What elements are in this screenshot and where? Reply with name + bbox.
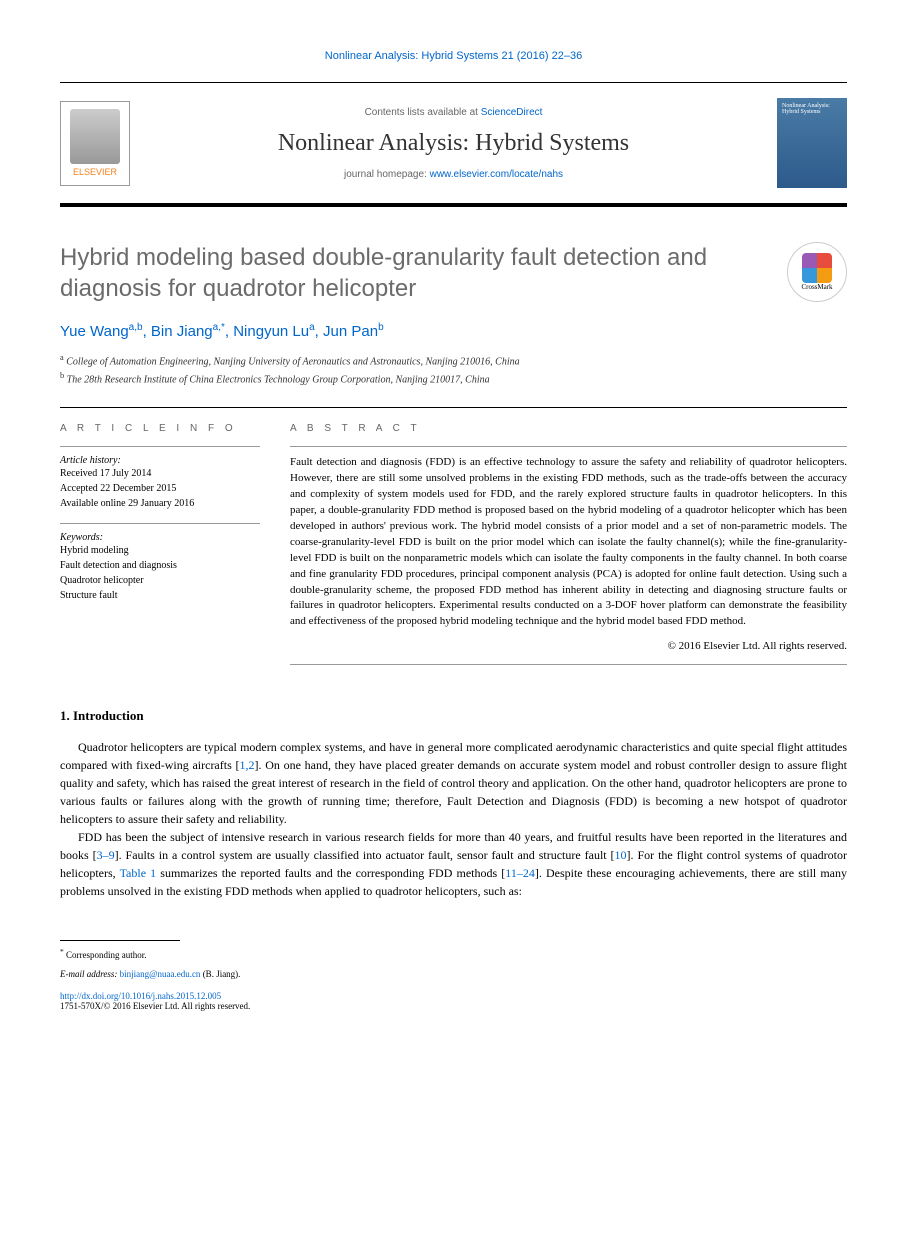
history-label: Article history: bbox=[60, 455, 260, 466]
author-4[interactable]: Jun Pan bbox=[323, 323, 378, 340]
ref-link-11-24[interactable]: 11–24 bbox=[505, 866, 535, 880]
ref-link-10[interactable]: 10 bbox=[615, 848, 627, 862]
contents-prefix: Contents lists available at bbox=[365, 107, 481, 118]
authors-line: Yue Wanga,b, Bin Jianga,*, Ningyun Lua, … bbox=[60, 322, 847, 340]
ref-link-3-9[interactable]: 3–9 bbox=[97, 848, 115, 862]
ref-link-1-2[interactable]: 1,2 bbox=[239, 758, 254, 772]
online-date: Available online 29 January 2016 bbox=[60, 496, 260, 511]
author-2[interactable]: Bin Jiang bbox=[151, 323, 213, 340]
abstract-text: Fault detection and diagnosis (FDD) is a… bbox=[290, 455, 847, 630]
keyword-2: Fault detection and diagnosis bbox=[60, 558, 260, 573]
homepage-line: journal homepage: www.elsevier.com/locat… bbox=[150, 169, 757, 180]
contents-line: Contents lists available at ScienceDirec… bbox=[150, 107, 757, 118]
elsevier-logo: ELSEVIER bbox=[60, 101, 130, 186]
author-1-sup: a,b bbox=[129, 322, 143, 333]
article-info-heading: A R T I C L E I N F O bbox=[60, 423, 260, 434]
abstract-heading: A B S T R A C T bbox=[290, 423, 847, 434]
journal-cover-thumbnail: Nonlinear Analysis: Hybrid Systems bbox=[777, 98, 847, 188]
keyword-3: Quadrotor helicopter bbox=[60, 573, 260, 588]
email-footnote: E-mail address: binjiang@nuaa.edu.cn (B.… bbox=[60, 968, 847, 981]
crossmark-icon bbox=[802, 253, 832, 283]
elsevier-tree-icon bbox=[70, 109, 120, 164]
doi-link[interactable]: http://dx.doi.org/10.1016/j.nahs.2015.12… bbox=[60, 991, 221, 1001]
info-divider bbox=[60, 523, 260, 524]
crossmark-badge[interactable]: CrossMark bbox=[787, 242, 847, 302]
info-divider bbox=[60, 446, 260, 447]
author-3[interactable]: Ningyun Lu bbox=[233, 323, 309, 340]
doi-line: http://dx.doi.org/10.1016/j.nahs.2015.12… bbox=[60, 991, 847, 1001]
keyword-4: Structure fault bbox=[60, 588, 260, 603]
abstract-divider bbox=[290, 446, 847, 447]
corresponding-label: Corresponding author. bbox=[66, 950, 147, 960]
affiliation-b: The 28th Research Institute of China Ele… bbox=[67, 374, 490, 385]
author-3-sup: a bbox=[309, 322, 315, 333]
cover-subtitle: Hybrid Systems bbox=[782, 109, 842, 115]
abstract-divider-bottom bbox=[290, 664, 847, 665]
homepage-prefix: journal homepage: bbox=[344, 169, 430, 180]
divider bbox=[60, 407, 847, 408]
accepted-date: Accepted 22 December 2015 bbox=[60, 481, 260, 496]
sciencedirect-link[interactable]: ScienceDirect bbox=[481, 107, 543, 118]
received-date: Received 17 July 2014 bbox=[60, 466, 260, 481]
journal-name: Nonlinear Analysis: Hybrid Systems bbox=[150, 130, 757, 157]
section-1-heading: 1. Introduction bbox=[60, 708, 847, 724]
keyword-1: Hybrid modeling bbox=[60, 543, 260, 558]
corresponding-author-note: * Corresponding author. bbox=[60, 947, 847, 962]
footnote-separator bbox=[60, 940, 180, 941]
email-label: E-mail address: bbox=[60, 969, 117, 979]
author-1[interactable]: Yue Wang bbox=[60, 323, 129, 340]
table-1-link[interactable]: Table 1 bbox=[120, 866, 157, 880]
abstract-copyright: © 2016 Elsevier Ltd. All rights reserved… bbox=[290, 640, 847, 652]
author-2-sup: a,* bbox=[213, 322, 225, 333]
para2-mid3: summarizes the reported faults and the c… bbox=[156, 866, 505, 880]
issn-copyright: 1751-570X/© 2016 Elsevier Ltd. All right… bbox=[60, 1001, 847, 1011]
intro-paragraph-1: Quadrotor helicopters are typical modern… bbox=[60, 738, 847, 828]
intro-paragraph-2: FDD has been the subject of intensive re… bbox=[60, 828, 847, 900]
author-4-sup: b bbox=[378, 322, 384, 333]
crossmark-label: CrossMark bbox=[801, 283, 832, 291]
masthead: ELSEVIER Contents lists available at Sci… bbox=[60, 82, 847, 207]
header-reference: Nonlinear Analysis: Hybrid Systems 21 (2… bbox=[60, 50, 847, 62]
abstract-column: A B S T R A C T Fault detection and diag… bbox=[290, 423, 847, 673]
publisher-name: ELSEVIER bbox=[73, 167, 117, 177]
email-author: (B. Jiang). bbox=[203, 969, 241, 979]
article-title: Hybrid modeling based double-granularity… bbox=[60, 242, 767, 304]
para2-mid1: ]. Faults in a control system are usuall… bbox=[115, 848, 615, 862]
affiliations: a College of Automation Engineering, Nan… bbox=[60, 352, 847, 387]
email-link[interactable]: binjiang@nuaa.edu.cn bbox=[120, 969, 201, 979]
affiliation-a: College of Automation Engineering, Nanji… bbox=[66, 357, 519, 368]
homepage-link[interactable]: www.elsevier.com/locate/nahs bbox=[430, 169, 563, 180]
article-info-column: A R T I C L E I N F O Article history: R… bbox=[60, 423, 260, 673]
keywords-label: Keywords: bbox=[60, 532, 260, 543]
